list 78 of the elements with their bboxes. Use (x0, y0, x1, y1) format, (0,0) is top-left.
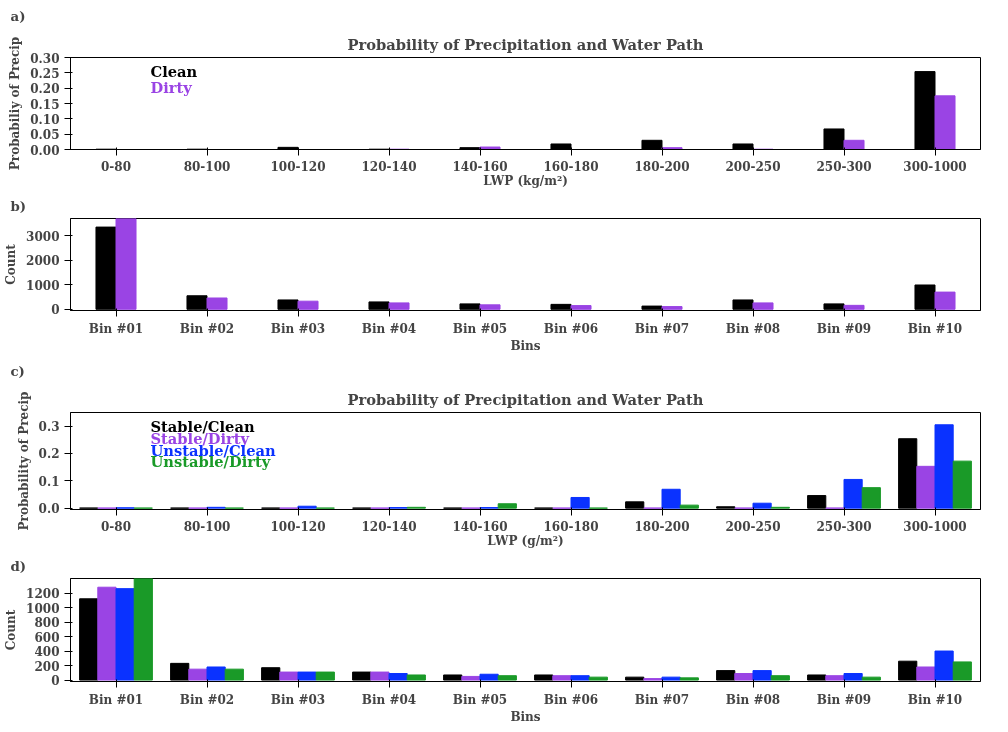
x-tick-label: Bin #08 (725, 321, 781, 336)
x-tick-label: Bin #01 (88, 321, 144, 336)
text: a) (10, 7, 26, 24)
y-tick-label: 0.00 (30, 143, 60, 158)
x-tick-label: 180-200 (634, 159, 690, 174)
y-tick-label: 0.2 (38, 447, 60, 462)
x-tick-label: Bin #08 (725, 692, 781, 707)
text: Clean (150, 63, 198, 81)
chart-title: Probability of Precipitation and Water Path (347, 35, 704, 53)
x-tick-label: 120-140 (361, 519, 417, 534)
y-tick-label: 0 (51, 303, 60, 318)
y-tick-label: 2000 (26, 254, 60, 269)
y-tick-label: 0.20 (30, 82, 60, 97)
x-tick-label: 200-250 (725, 519, 781, 534)
x-tick-label: Bin #03 (270, 692, 326, 707)
y-tick-label: 0 (51, 674, 60, 689)
x-tick-label: Bin #09 (816, 692, 872, 707)
x-tick-label: 100-120 (270, 159, 326, 174)
y-tick-label: 0.1 (38, 474, 60, 489)
y-axis-title: Count (4, 243, 19, 285)
y-tick-label: 0.30 (30, 51, 60, 66)
x-tick-label: Bin #06 (543, 692, 599, 707)
x-tick-label: Bin #10 (907, 692, 963, 707)
x-tick-label: Bin #10 (907, 321, 963, 336)
x-tick-label: 80-100 (183, 159, 231, 174)
y-axis-title: Probabiliy of Precip (8, 36, 23, 171)
x-tick-label: 160-180 (543, 159, 599, 174)
x-tick-label: Bin #07 (634, 321, 690, 336)
y-tick-label: 0.0 (38, 502, 60, 517)
x-tick-label: 140-160 (452, 159, 508, 174)
y-axis-title: Count (4, 609, 19, 651)
y-tick-label: 0.3 (38, 420, 60, 435)
x-tick-label: Bin #04 (361, 692, 417, 707)
x-tick-label: 120-140 (361, 159, 417, 174)
y-tick-label: 200 (34, 659, 60, 674)
x-tick-label: 0-80 (100, 519, 132, 534)
x-axis-title: LWP (g/m²) (487, 533, 564, 548)
x-tick-label: 250-300 (816, 159, 872, 174)
x-tick-label: 160-180 (543, 519, 599, 534)
chart-title: Probability of Precipitation and Water Path (347, 390, 704, 408)
x-tick-label: 100-120 (270, 519, 326, 534)
x-tick-label: 200-250 (725, 159, 781, 174)
y-tick-label: 800 (34, 616, 60, 631)
x-axis-title: LWP (kg/m²) (483, 173, 568, 188)
y-tick-label: 1000 (26, 278, 60, 293)
x-tick-label: Bin #05 (452, 692, 508, 707)
y-tick-label: 400 (34, 645, 60, 660)
x-tick-label: 140-160 (452, 519, 508, 534)
x-tick-label: Bin #05 (452, 321, 508, 336)
text: d) (10, 557, 27, 574)
x-tick-label: 300-1000 (903, 519, 967, 534)
y-tick-label: 600 (34, 630, 60, 645)
y-tick-label: 0.05 (30, 128, 60, 143)
y-tick-label: 0.15 (30, 97, 60, 112)
y-axis-title: Probability of Precip (16, 391, 31, 531)
x-tick-label: 180-200 (634, 519, 690, 534)
x-tick-label: 300-1000 (903, 159, 967, 174)
x-tick-label: Bin #01 (88, 692, 144, 707)
text: b) (10, 197, 27, 214)
x-tick-label: 250-300 (816, 519, 872, 534)
x-axis-title: Bins (510, 338, 541, 353)
x-tick-label: Bin #03 (270, 321, 326, 336)
x-tick-label: Bin #09 (816, 321, 872, 336)
x-tick-label: 80-100 (183, 519, 231, 534)
y-tick-label: 0.25 (30, 66, 60, 81)
x-tick-label: Bin #04 (361, 321, 417, 336)
y-tick-label: 1000 (26, 601, 60, 616)
text: Dirty (150, 78, 193, 96)
text: c) (10, 362, 25, 379)
y-tick-label: 3000 (26, 229, 60, 244)
y-tick-label: 0.10 (30, 112, 60, 127)
x-tick-label: Bin #02 (179, 692, 235, 707)
x-tick-label: 0-80 (100, 159, 132, 174)
x-axis-title: Bins (510, 709, 541, 724)
y-tick-label: 1200 (26, 587, 60, 602)
x-tick-label: Bin #02 (179, 321, 235, 336)
x-tick-label: Bin #07 (634, 692, 690, 707)
x-tick-label: Bin #06 (543, 321, 599, 336)
